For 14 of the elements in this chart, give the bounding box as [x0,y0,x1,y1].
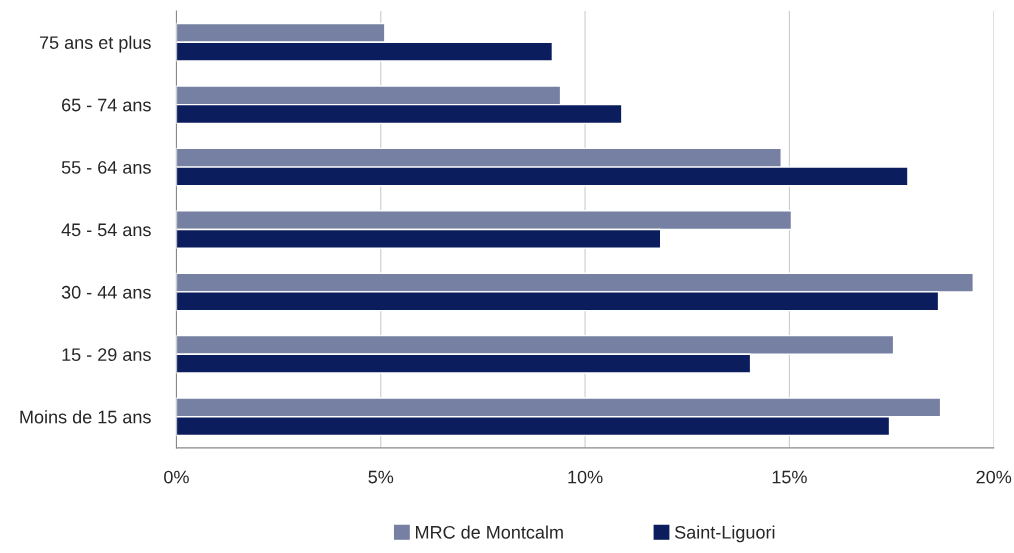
y-tick-label: Moins de 15 ans [20,410,151,424]
legend-label: MRC de Montcalm [415,525,563,539]
y-tick-label: 65 - 74 ans [62,98,151,112]
y-tick-label: 30 - 44 ans [61,285,151,299]
y-tick-label: 45 - 54 ans [61,223,151,237]
x-tick-label: 0% [164,470,189,484]
x-tick-label: 5% [368,470,394,484]
y-tick-label: 55 - 64 ans [61,161,151,174]
x-tick-label: 15% [772,470,807,484]
x-tick-label: 10% [568,470,603,484]
y-tick-label: 15 - 29 ans [62,348,151,362]
legend-label: Saint-Liguori [674,525,775,543]
x-tick-label: 20% [976,470,1012,484]
y-tick-label: 75 ans et plus [39,35,151,53]
